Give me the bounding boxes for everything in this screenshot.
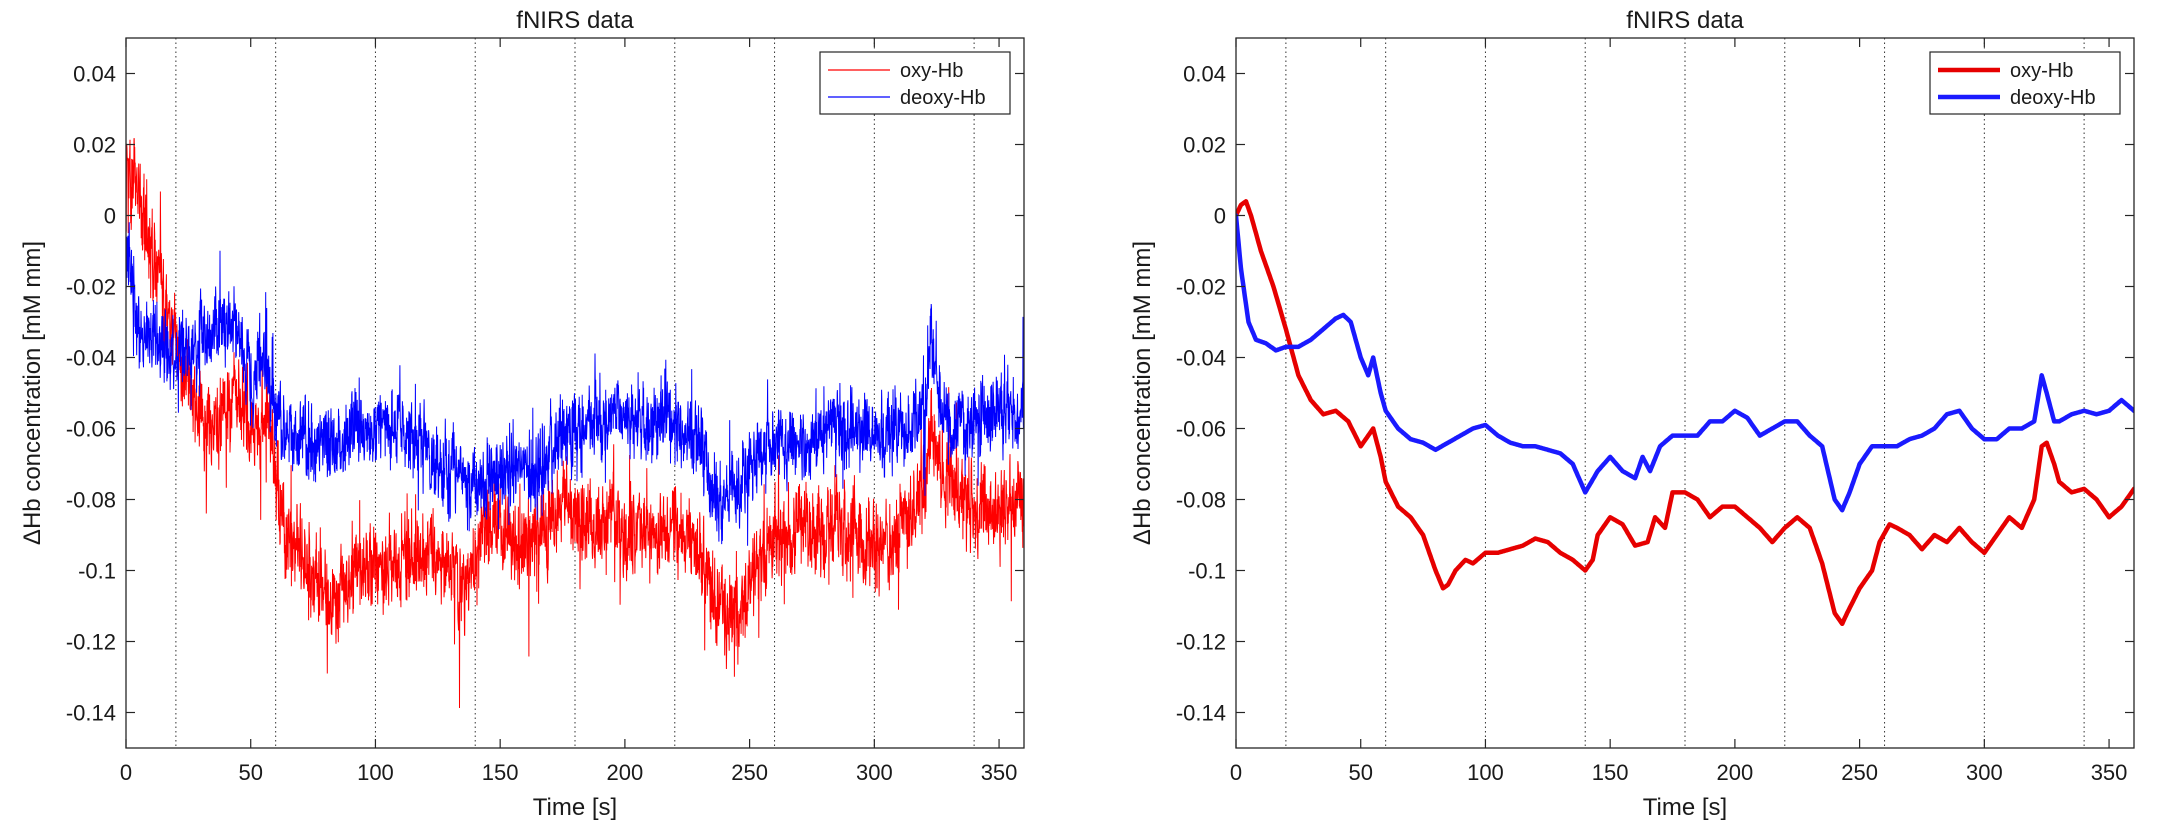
chart-title: fNIRS data: [1626, 7, 1744, 34]
series-group: [126, 137, 1024, 709]
y-tick-label: 0: [1214, 204, 1226, 229]
series-line-oxy-Hb: [1236, 199, 2134, 627]
y-tick-label: -0.04: [1176, 346, 1226, 371]
x-tick-label: 300: [856, 760, 893, 785]
x-axis-label: Time [s]: [1643, 794, 1727, 821]
y-tick-label: -0.14: [66, 701, 116, 726]
x-tick-label: 150: [1592, 760, 1629, 785]
chart-left-raw-fnirs: 0 50 100 150 200 250 300 350 0.04 0.02 0 -0.02 -0.04…: [0, 0, 1056, 835]
legend-label-oxy-Hb: oxy-Hb: [900, 60, 963, 82]
chart-title: fNIRS data: [516, 7, 634, 34]
y-tick-label: 0.04: [1183, 62, 1226, 87]
x-tick-label: 50: [238, 760, 262, 785]
y-tick-label: -0.06: [1176, 417, 1226, 442]
y-tick-label: -0.04: [66, 346, 116, 371]
legend-label-deoxy-Hb: deoxy-Hb: [2010, 87, 2096, 109]
axes-box: [125, 37, 1025, 749]
y-tick-label: -0.06: [66, 417, 116, 442]
y-tick-label: 0: [104, 204, 116, 229]
y-tick-label: -0.12: [1176, 630, 1226, 655]
x-tick-label: 250: [1841, 760, 1878, 785]
chart-svg: 0 50 100 150 200 250 300 350 0.04 0.02 0 -0.02 -0.04…: [19, 7, 1025, 821]
y-tick-label: -0.08: [66, 488, 116, 513]
x-tick-label: 250: [731, 760, 768, 785]
y-tick-label: 0.02: [73, 133, 116, 158]
x-tick-label: 100: [357, 760, 394, 785]
series-line-deoxy-Hb: [126, 222, 1024, 546]
y-axis-label: ΔHb concentration [mM mm]: [19, 241, 46, 545]
y-tick-label: -0.1: [78, 559, 116, 584]
x-tick-label: 0: [1230, 760, 1242, 785]
y-axis-label: ΔHb concentration [mM mm]: [1129, 241, 1156, 545]
y-tick-label: 0.04: [73, 62, 116, 87]
y-tick-label: 0.02: [1183, 133, 1226, 158]
chart-right-filtered-fnirs: 0 50 100 150 200 250 300 350 0.04 0.02 0 -0.02 -0.04…: [1110, 0, 2166, 835]
legend-box: [1929, 51, 2121, 115]
x-axis-label: Time [s]: [533, 794, 617, 821]
series-group: [1236, 199, 2134, 627]
x-tick-label: 300: [1966, 760, 2003, 785]
y-tick-label: -0.1: [1188, 559, 1226, 584]
y-tick-label: -0.02: [1176, 275, 1226, 300]
x-tick-label: 200: [607, 760, 644, 785]
x-tick-label: 200: [1717, 760, 1754, 785]
x-tick-label: 150: [482, 760, 519, 785]
x-tick-label: 100: [1467, 760, 1504, 785]
x-tick-label: 50: [1348, 760, 1372, 785]
series-line-oxy-Hb: [126, 137, 1024, 709]
y-tick-label: -0.08: [1176, 488, 1226, 513]
chart-svg: 0 50 100 150 200 250 300 350 0.04 0.02 0 -0.02 -0.04…: [1129, 7, 2135, 821]
x-tick-label: 350: [981, 760, 1018, 785]
legend-label-deoxy-Hb: deoxy-Hb: [900, 87, 986, 109]
y-tick-label: -0.12: [66, 630, 116, 655]
x-tick-label: 0: [120, 760, 132, 785]
y-tick-label: -0.14: [1176, 701, 1226, 726]
axes-box: [1235, 37, 2135, 749]
series-line-deoxy-Hb: [1236, 213, 2134, 513]
legend-label-oxy-Hb: oxy-Hb: [2010, 60, 2073, 82]
x-tick-label: 350: [2091, 760, 2128, 785]
legend-box: [819, 51, 1011, 115]
y-tick-label: -0.02: [66, 275, 116, 300]
